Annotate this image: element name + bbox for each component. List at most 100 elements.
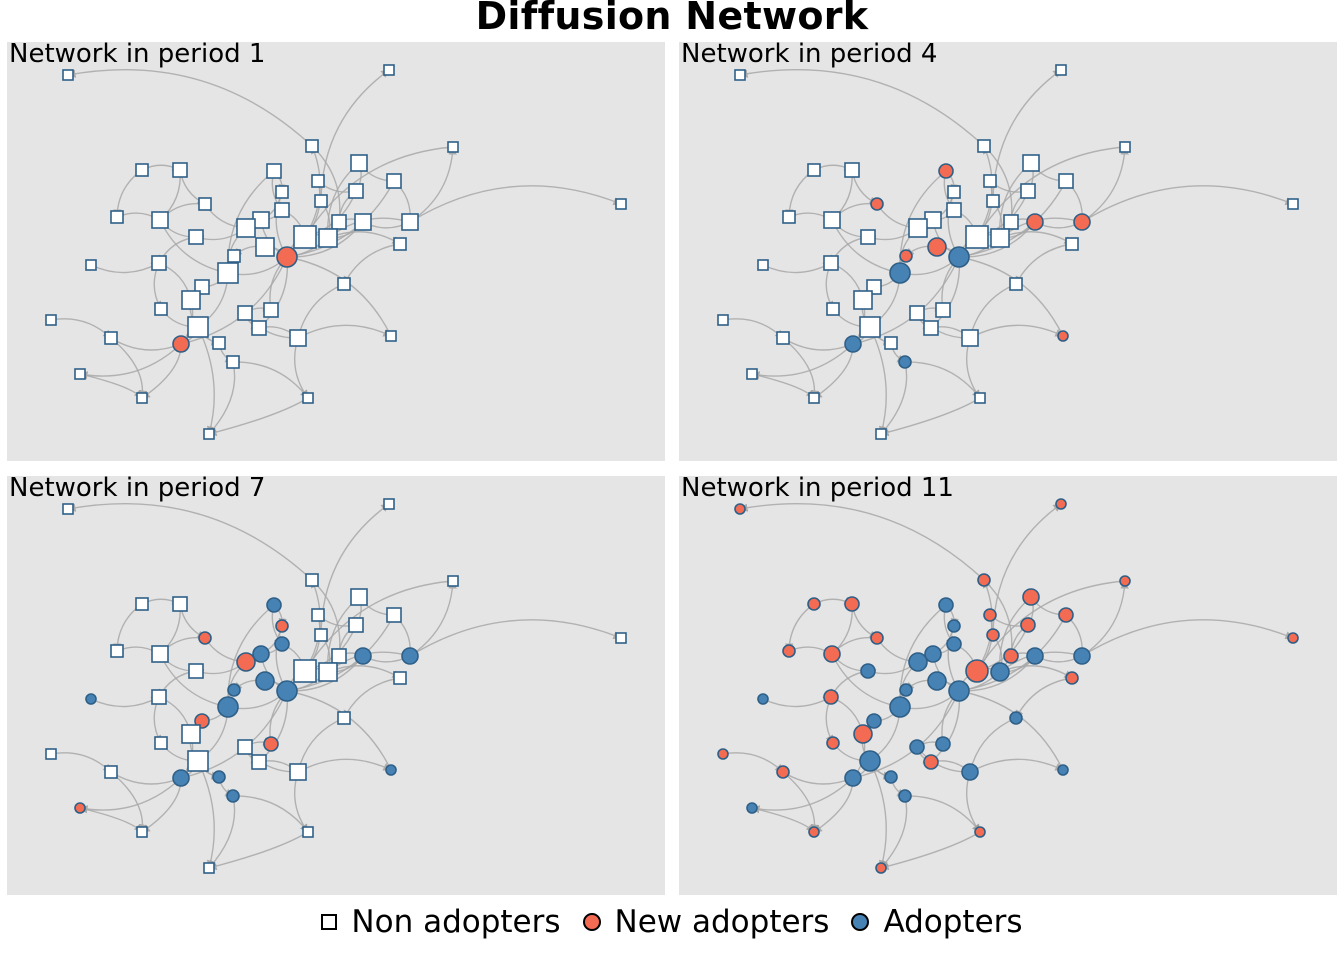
node-non-adopter <box>946 202 962 218</box>
edge <box>722 318 784 339</box>
edge <box>976 579 993 672</box>
node-non-adopter <box>447 575 459 587</box>
node-adopter <box>924 645 942 663</box>
node-non-adopter <box>447 141 459 153</box>
node-adopter <box>274 636 290 652</box>
node-non-adopter <box>45 748 57 760</box>
edge <box>958 180 1067 260</box>
node-non-adopter <box>62 503 74 515</box>
node-non-adopter <box>236 218 256 238</box>
edge <box>1015 243 1073 285</box>
node-adopter <box>889 262 911 284</box>
node-new-adopter <box>807 597 821 611</box>
node-adopter <box>1009 711 1023 725</box>
node-non-adopter <box>311 608 325 622</box>
node-new-adopter <box>853 724 873 744</box>
edge <box>751 777 854 814</box>
node-non-adopter <box>181 290 201 310</box>
panel-period-1: Network in period 1 <box>7 42 665 461</box>
edges-group <box>722 69 1294 437</box>
node-new-adopter <box>275 619 289 633</box>
nodes-group <box>717 64 1299 440</box>
edge <box>976 580 1126 672</box>
node-adopter <box>935 736 951 752</box>
edge <box>409 619 622 657</box>
node-adopter <box>354 647 372 665</box>
node-adopter <box>227 683 241 697</box>
node-non-adopter <box>383 64 395 76</box>
node-adopter <box>226 789 240 803</box>
edge <box>751 373 815 399</box>
node-non-adopter <box>386 607 402 623</box>
edges-group <box>50 69 622 437</box>
node-non-adopter <box>337 711 351 725</box>
edge <box>965 337 981 399</box>
node-non-adopter <box>302 392 314 404</box>
node-non-adopter <box>1058 173 1074 189</box>
node-new-adopter <box>870 631 884 645</box>
node-non-adopter <box>104 765 118 779</box>
node-new-adopter <box>276 246 298 268</box>
node-new-adopter <box>776 765 790 779</box>
nodes-group <box>717 498 1299 874</box>
node-non-adopter <box>154 302 168 316</box>
node-non-adopter <box>884 336 898 350</box>
node-non-adopter <box>275 185 289 199</box>
node-non-adopter <box>350 154 368 172</box>
node-adopter <box>172 769 190 787</box>
node-new-adopter <box>1073 213 1091 231</box>
edge <box>967 717 1017 773</box>
node-non-adopter <box>172 596 188 612</box>
node-non-adopter <box>251 320 267 336</box>
node-non-adopter <box>1020 183 1036 199</box>
node-non-adopter <box>62 69 74 81</box>
node-non-adopter <box>965 225 989 249</box>
edge <box>79 343 182 380</box>
node-adopter <box>948 246 970 268</box>
node-non-adopter <box>734 69 746 81</box>
node-non-adopter <box>251 754 267 770</box>
node-non-adopter <box>757 259 769 271</box>
node-non-adopter <box>305 139 319 153</box>
panel-title: Network in period 1 <box>9 42 266 69</box>
node-new-adopter <box>844 596 860 612</box>
edge <box>67 503 313 581</box>
node-non-adopter <box>151 645 169 663</box>
node-non-adopter <box>823 255 839 271</box>
node-non-adopter <box>212 336 226 350</box>
edge <box>232 795 309 833</box>
node-adopter <box>1057 764 1069 776</box>
node-non-adopter <box>1065 237 1079 251</box>
node-non-adopter <box>226 355 240 369</box>
node-non-adopter <box>135 163 149 177</box>
node-new-adopter <box>986 628 1000 642</box>
node-non-adopter <box>348 183 364 199</box>
node-non-adopter <box>266 163 282 179</box>
node-non-adopter <box>1287 198 1299 210</box>
node-non-adopter <box>136 392 148 404</box>
legend-label: New adopters <box>614 904 830 940</box>
edge <box>343 677 401 719</box>
node-new-adopter <box>977 573 991 587</box>
node-new-adopter <box>1003 648 1019 664</box>
node-non-adopter <box>859 316 881 338</box>
edge <box>1081 619 1294 657</box>
node-non-adopter <box>923 320 939 336</box>
edge <box>976 146 1126 238</box>
edge <box>79 777 182 814</box>
legend-square-key <box>321 914 338 930</box>
node-new-adopter <box>938 163 954 179</box>
node-new-adopter <box>172 335 190 353</box>
node-new-adopter <box>1057 330 1069 342</box>
legend-label: Adopters <box>883 904 1023 940</box>
node-new-adopter <box>823 689 839 705</box>
edge <box>304 580 454 672</box>
node-new-adopter <box>826 736 840 750</box>
node-non-adopter <box>853 290 873 310</box>
legend: Non adopters New adopters Adopters <box>0 900 1344 944</box>
edge <box>869 326 888 435</box>
edge <box>286 180 395 260</box>
legend-item-adopters: Adopters <box>851 904 1023 940</box>
node-non-adopter <box>354 213 372 231</box>
node-non-adopter <box>615 632 627 644</box>
